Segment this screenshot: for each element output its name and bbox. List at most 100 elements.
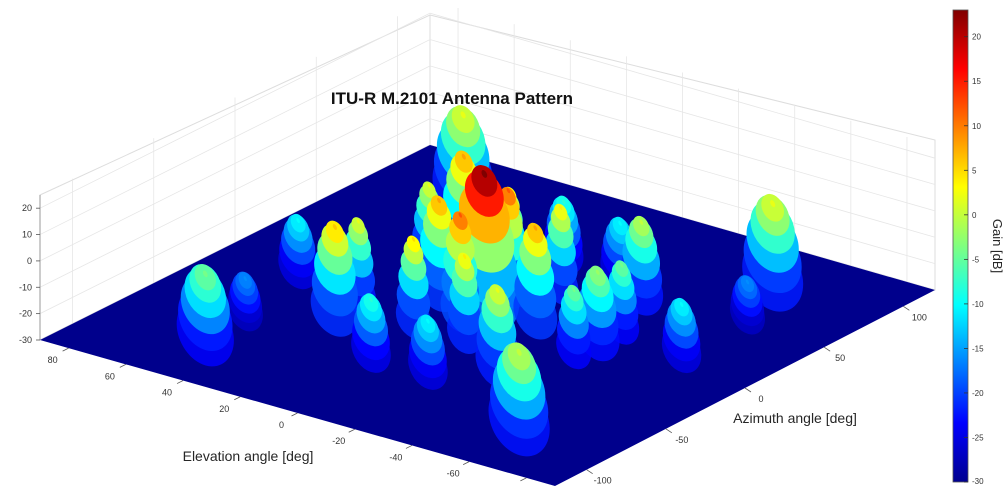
elevation-tick <box>348 428 355 433</box>
lobe-layer <box>489 284 506 305</box>
colorbar-ticks: 20 15 10 5 0 -5 -10 -15 -20 -25 -30 <box>964 33 984 486</box>
lobe-layer <box>451 105 475 134</box>
elevation-tick-label: 0 <box>279 420 284 430</box>
azimuth-tick-label: -50 <box>675 435 688 445</box>
azimuth-tick <box>903 306 910 311</box>
elevation-tick-label: 60 <box>105 371 115 381</box>
lobe-layer <box>290 213 306 233</box>
colorbar-tick-label: -5 <box>972 255 980 264</box>
elevation-tick-label: -80 <box>504 485 517 486</box>
lobe-layer <box>595 269 600 275</box>
lobe-layer <box>420 314 436 334</box>
lobe <box>395 235 432 340</box>
colorbar-tick-label: 0 <box>972 211 977 220</box>
z-tick-label: 0 <box>27 256 32 266</box>
lobe-layer <box>500 186 516 206</box>
lobe-layer <box>325 220 344 243</box>
lobe-layer <box>612 216 628 236</box>
colorbar-tick-label: -10 <box>972 300 984 309</box>
z-gridline <box>39 91 936 288</box>
colorbar-tick-label: 15 <box>972 77 981 86</box>
lobe <box>556 284 592 370</box>
lobe-layer <box>507 342 531 371</box>
lobe-layer <box>457 252 472 270</box>
colorbar-tick-label: 10 <box>972 122 981 131</box>
elevation-tick <box>62 347 69 352</box>
lobe-layer <box>559 205 563 211</box>
colorbar-tick-label: -25 <box>972 433 984 442</box>
azimuth-tick-label: 100 <box>912 312 927 322</box>
lobe-layer <box>430 195 448 216</box>
lobe-layer <box>406 235 421 253</box>
lobe <box>310 220 360 337</box>
lobe-layer <box>454 150 473 173</box>
z-gridline <box>39 65 936 262</box>
lobe-layer <box>363 293 379 312</box>
lobe-layer <box>527 222 544 244</box>
elevation-tick-label: 80 <box>48 355 58 365</box>
lobe-layer <box>332 224 337 230</box>
lobe <box>278 213 319 290</box>
lobe-layer <box>561 199 566 205</box>
colorbar: 20 15 10 5 0 -5 -10 -15 -20 -25 -30 Gain [dB] <box>952 9 1003 486</box>
z-tick-label: 20 <box>22 203 32 213</box>
elevation-tick-label: -60 <box>447 469 460 479</box>
lobe-layer <box>422 181 436 199</box>
z-tick-label: -30 <box>19 335 32 345</box>
azimuth-axis: -100 -50 0 50 100 <box>586 306 927 486</box>
lobe-layer <box>770 200 776 208</box>
azimuth-tick <box>744 387 752 393</box>
elevation-tick-label: 40 <box>162 388 172 398</box>
lobe-layer <box>243 276 247 282</box>
azimuth-axis-label: Azimuth angle [deg] <box>733 410 857 426</box>
elevation-tick <box>119 363 127 368</box>
elevation-tick-label: 20 <box>219 404 229 414</box>
lobe-layer <box>679 301 684 308</box>
axes-box <box>39 8 936 341</box>
lobe <box>351 293 391 373</box>
azimuth-tick <box>823 346 831 352</box>
elevation-tick <box>405 445 413 449</box>
lobe-layer <box>369 297 373 303</box>
lobe-layer <box>516 348 522 356</box>
lobe-layer <box>495 287 500 293</box>
lobe-layer <box>481 169 488 178</box>
lobe-layer <box>452 211 468 230</box>
elevation-tick <box>234 396 241 401</box>
surface-lobes <box>176 105 804 457</box>
z-axis: 20 10 0 -10 -20 -30 <box>19 195 41 345</box>
lobe-layer <box>437 197 441 204</box>
lobe-layer <box>426 318 430 324</box>
colorbar-tick-label: -15 <box>972 344 984 353</box>
z-gridline <box>39 39 936 235</box>
lobe-layer <box>674 297 689 317</box>
lobe-layer <box>589 265 606 287</box>
z-tick-label: 10 <box>22 230 32 240</box>
lobe-layer <box>761 193 785 222</box>
lobe-layer <box>351 217 365 234</box>
lobe-layer <box>618 220 622 226</box>
azimuth-tick-label: 0 <box>758 394 763 404</box>
lobe <box>661 297 702 374</box>
lobe-layer <box>194 264 216 291</box>
elevation-tick <box>176 380 184 384</box>
lobe-layer <box>567 284 581 302</box>
elevation-tick <box>462 461 470 466</box>
lobe-layer <box>460 111 466 119</box>
colorbar-label: Gain [dB] <box>990 219 1003 273</box>
lobe-layer <box>296 217 300 224</box>
elevation-tick <box>520 477 527 482</box>
colorbar-tick-label: -20 <box>972 389 984 398</box>
colorbar-tick-label: 20 <box>972 33 981 42</box>
lobe <box>729 275 766 335</box>
lobe-layer <box>639 219 644 225</box>
lobe-layer <box>506 188 511 194</box>
lobe-layer <box>745 279 750 285</box>
lobe-layer <box>614 260 629 277</box>
lobe <box>446 252 483 355</box>
elevation-tick <box>291 412 298 417</box>
lobe-layer <box>461 153 466 160</box>
lobe <box>513 222 558 340</box>
lobe-layer <box>458 212 463 218</box>
